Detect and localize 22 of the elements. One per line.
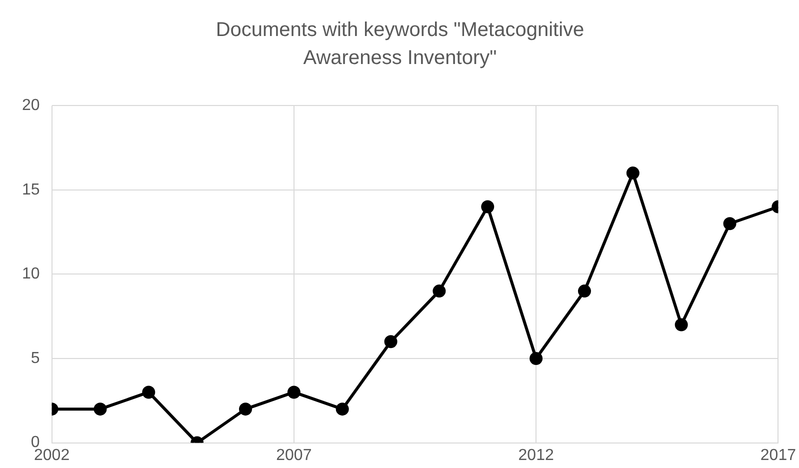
x-tick-label: 2012	[518, 446, 554, 464]
x-tick-label: 2002	[34, 446, 70, 464]
y-tick-label: 5	[30, 350, 40, 367]
point	[142, 386, 156, 399]
point	[530, 352, 543, 365]
y-tick-label: 15	[22, 181, 40, 198]
y-tick-label: 10	[22, 266, 40, 283]
point	[239, 402, 252, 416]
point	[481, 200, 494, 214]
point	[674, 318, 688, 332]
y-tick-label: 20	[22, 97, 40, 114]
x-tick-label: 2017	[760, 446, 796, 464]
chart-title: Documents with keywords "Metacognitive Awareness Inventory"	[214, 18, 586, 71]
x-tick-label: 2007	[276, 446, 312, 464]
point	[336, 402, 349, 416]
point	[287, 386, 300, 399]
point	[578, 284, 591, 298]
point	[626, 166, 640, 180]
point	[432, 284, 446, 298]
point	[384, 335, 398, 348]
point	[94, 402, 107, 416]
point	[723, 217, 736, 230]
